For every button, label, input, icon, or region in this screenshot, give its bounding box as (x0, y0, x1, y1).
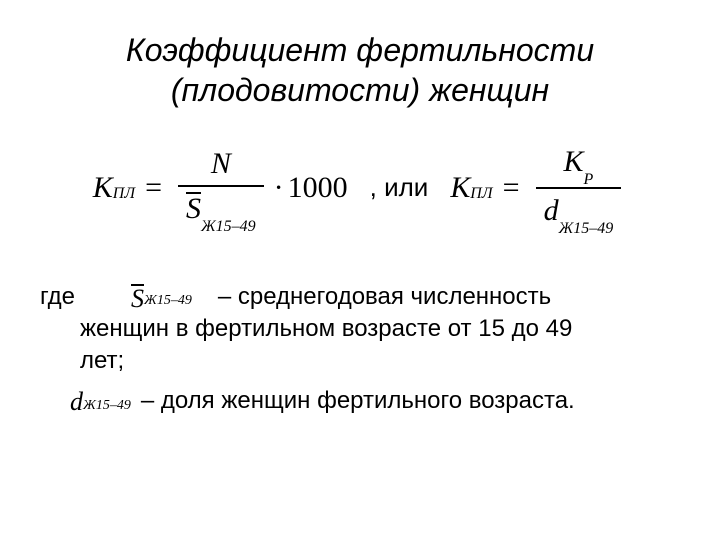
f1-denominator: S Ж15–49 (178, 187, 264, 234)
formula-row: К ПЛ = N S Ж15–49 · 1000 , или К ПЛ = КР (40, 140, 680, 236)
f2-num-sub: Р (583, 171, 593, 188)
desc-text-1a: – среднегодовая численность (218, 281, 551, 313)
f1-den-sub: Ж15–49 (201, 218, 256, 235)
f2-num-var: К (564, 145, 584, 178)
f2-denominator: dЖ15–49 (536, 189, 622, 236)
overbar-2: S (131, 284, 144, 310)
f2-den-sub: Ж15–49 (559, 220, 614, 237)
dot-mult: · (274, 171, 284, 205)
overbar: S (186, 192, 201, 222)
desc-text-1b: женщин в фертильном возрасте от 15 до 49 (80, 313, 680, 345)
sym2-sub: Ж15–49 (83, 397, 131, 416)
equals-2: = (503, 171, 520, 205)
title-line-2: (плодовитости) женщин (171, 72, 549, 108)
f2-lhs-sub: ПЛ (470, 185, 492, 203)
f2-fraction: КР dЖ15–49 (536, 140, 622, 236)
f2-den-var: d (544, 194, 559, 227)
description-block: где S Ж15–49 – среднегодовая численность… (40, 281, 680, 419)
sym2-var: d (70, 384, 83, 419)
desc-text-2: – доля женщин фертильного возраста. (141, 385, 575, 417)
f1-fraction: N S Ж15–49 (178, 142, 264, 234)
f1-den-var: S (186, 192, 201, 225)
desc-row-2: dЖ15–49 – доля женщин фертильного возрас… (40, 384, 680, 419)
where-label: где (40, 281, 75, 313)
symbol-d: dЖ15–49 (70, 384, 131, 419)
formula-1: К ПЛ = N S Ж15–49 · 1000 (93, 142, 348, 234)
symbol-S: S Ж15–49 (131, 284, 192, 310)
formula-2: К ПЛ = КР dЖ15–49 (450, 140, 627, 236)
f1-lhs-var: К (93, 171, 113, 205)
f2-lhs-var: К (450, 171, 470, 205)
equals-1: = (145, 171, 162, 205)
title-line-1: Коэффициент фертильности (126, 32, 594, 68)
desc-text-1c: лет; (80, 345, 680, 377)
separator-text: , или (370, 172, 429, 203)
desc-row-1: где S Ж15–49 – среднегодовая численность (40, 281, 680, 313)
sym1-sub: Ж15–49 (144, 292, 192, 311)
sym1-var: S (131, 284, 144, 313)
f1-lhs-sub: ПЛ (113, 185, 135, 203)
f1-multiplier: 1000 (288, 171, 348, 205)
formula2-lhs: К ПЛ (450, 171, 492, 205)
f1-numerator: N (203, 142, 239, 185)
formula1-lhs: К ПЛ (93, 171, 135, 205)
slide-title: Коэффициент фертильности (плодовитости) … (40, 30, 680, 110)
f2-numerator: КР (556, 140, 602, 187)
